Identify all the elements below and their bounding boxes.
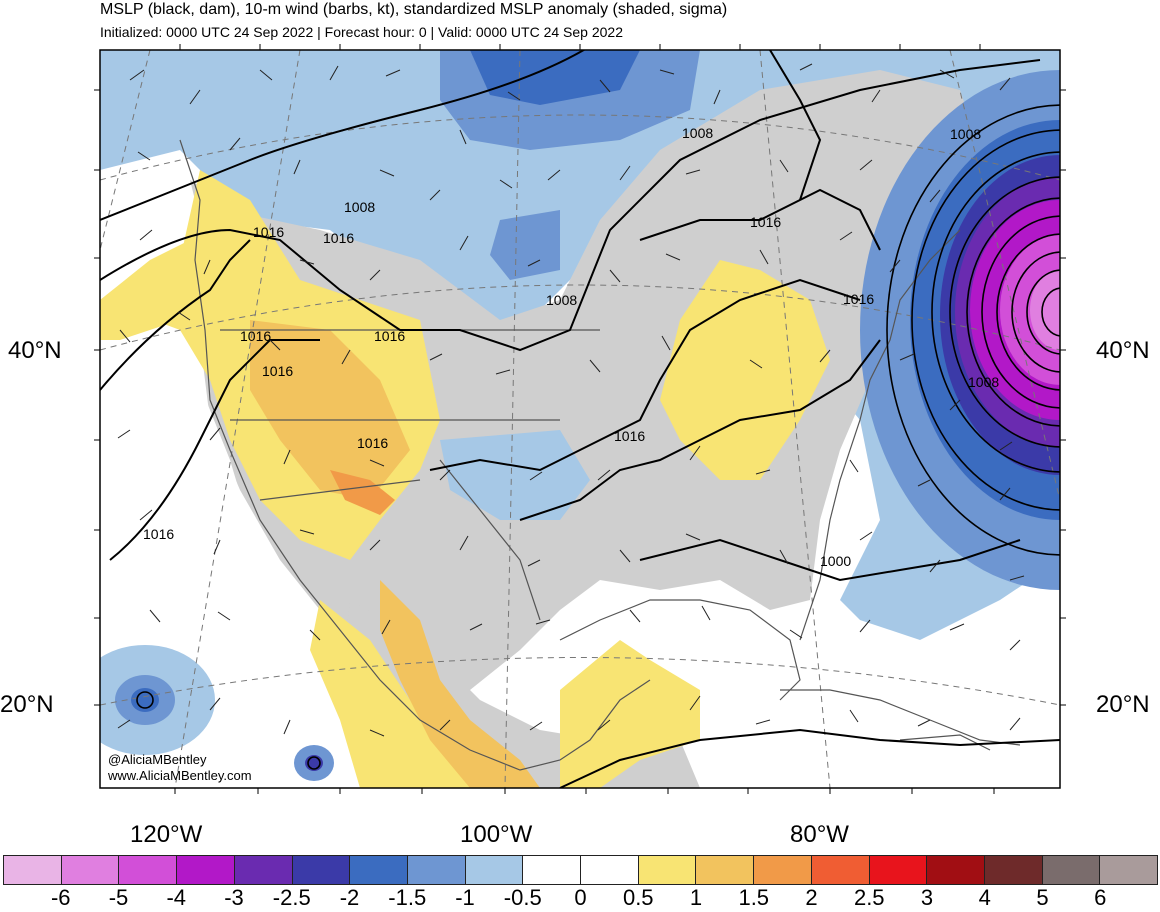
anomaly-pacific-low-1c (131, 688, 159, 712)
anomaly-pos-mexico-2 (380, 580, 540, 788)
colorbar-swatch (1042, 856, 1101, 884)
colorbar-swatch (581, 856, 639, 884)
lat-label-20n-left: 20°N (0, 691, 54, 718)
colorbar-swatch (754, 856, 812, 884)
colorbar-tick-label: 5 (1036, 885, 1049, 910)
colorbar-swatch (119, 856, 178, 884)
anomaly-neg-canada-2 (470, 50, 640, 105)
colorbar-tick-label: 0.5 (622, 885, 654, 910)
contour-label: 1016 (374, 328, 405, 344)
colorbar-swatch (61, 856, 120, 884)
colorbar-tick-label: -5 (108, 885, 129, 910)
contour-label: 1016 (253, 224, 284, 240)
colorbar-tick-label: -1 (455, 885, 475, 910)
contour-label: 1016 (843, 291, 874, 307)
colorbar-tick-label: 1.5 (738, 885, 770, 910)
anomaly-pos-offshore (100, 240, 190, 340)
credit-website: www.AliciaMBentley.com (108, 768, 252, 783)
contour-label: 1008 (682, 125, 713, 141)
colorbar-tick-label: -4 (166, 885, 187, 910)
anomaly-pos-west-mid (250, 320, 410, 500)
colorbar-swatch (407, 856, 466, 884)
colorbar-swatch (869, 856, 928, 884)
lat-label-40n-right: 40°N (1096, 337, 1150, 364)
colorbar-tick-label: -1.5 (388, 885, 427, 910)
contour-label: 1008 (968, 374, 999, 390)
wind-barbs (117, 63, 1025, 737)
colorbar-swatch (811, 856, 870, 884)
contour-label: 1016 (262, 363, 293, 379)
colorbar-swatch (177, 856, 235, 884)
colorbar-swatch (292, 856, 351, 884)
colorbar-swatch (927, 856, 985, 884)
colorbar (3, 855, 1158, 885)
chart-title: MSLP (black, dam), 10-m wind (barbs, kt)… (100, 1, 728, 18)
lat-label-40n-left: 40°N (8, 337, 62, 364)
anomaly-pos-west-strong (330, 470, 395, 515)
contour-label: 1008 (344, 199, 375, 215)
contour-label: 1016 (240, 328, 271, 344)
anomaly-pos-gulf (560, 640, 700, 788)
anomaly-pos-great-lakes (660, 260, 830, 480)
anomaly-neg-hudson (490, 210, 560, 280)
colorbar-tick-label: 0 (574, 885, 587, 910)
anomaly-neg-texas (440, 430, 590, 520)
graticule (100, 50, 1060, 788)
colorbar-tick-label: -6 (50, 885, 71, 910)
contour-label: 1008 (950, 126, 981, 142)
colorbar-tick-label: -2 (339, 885, 360, 910)
colorbar-swatch (696, 856, 755, 884)
colorbar-swatch (1100, 856, 1158, 884)
credit-handle: @AliciaMBentley (108, 752, 207, 767)
lon-label-100w: 100°W (460, 821, 533, 848)
lon-label-80w: 80°W (790, 821, 849, 848)
colorbar-tick-label: 2.5 (853, 885, 885, 910)
contour-label: 1016 (614, 428, 645, 444)
colorbar-swatch (465, 856, 524, 884)
colorbar-tick-label: -0.5 (503, 885, 542, 910)
colorbar-swatch (350, 856, 408, 884)
colorbar-swatch (4, 856, 62, 884)
colorbar-tick-label: 4 (978, 885, 991, 910)
contour-label: 1008 (546, 292, 577, 308)
colorbar-tick-label: 6 (1094, 885, 1107, 910)
lon-label-120w: 120°W (130, 821, 203, 848)
map-ticks (94, 44, 1066, 794)
contour-label: 1016 (143, 526, 174, 542)
colorbar-swatch (234, 856, 293, 884)
mslp-low-rings (136, 104, 1060, 770)
colorbar-tick-label: 3 (920, 885, 934, 910)
contour-label: 1000 (820, 553, 851, 569)
lat-label-20n-right: 20°N (1096, 691, 1150, 718)
colorbar-tick-label: 2 (805, 885, 818, 910)
contour-label: 1016 (357, 435, 388, 451)
mslp-contours (100, 50, 1060, 788)
colorbar-swatch (638, 856, 697, 884)
chart-subtitle: Initialized: 0000 UTC 24 Sep 2022 | Fore… (100, 24, 623, 40)
colorbar-swatch (523, 856, 582, 884)
colorbar-tick-label: 1 (689, 885, 703, 910)
colorbar-tick-label: -2.5 (272, 885, 311, 910)
neutral-land-main (190, 70, 980, 720)
contour-label: 1016 (750, 214, 781, 230)
colorbar-tick-label: -3 (224, 885, 244, 910)
contour-label: 1016 (323, 230, 354, 246)
colorbar-swatch (984, 856, 1043, 884)
